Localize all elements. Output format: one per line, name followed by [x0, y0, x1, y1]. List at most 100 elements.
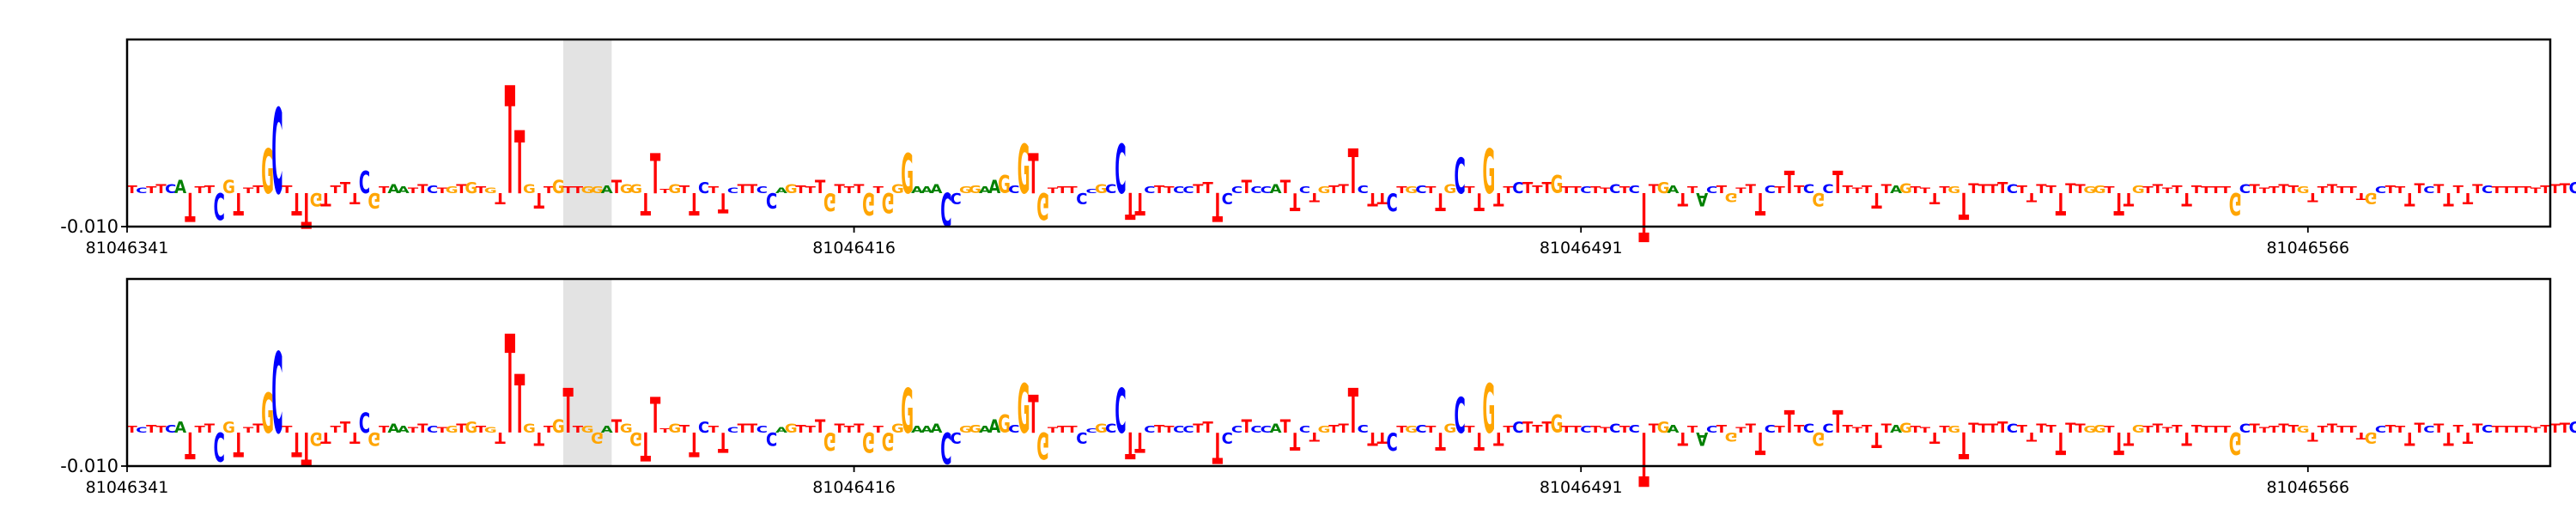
logo-letter-T: T: [2017, 183, 2028, 196]
logo-letter-G: G: [668, 421, 681, 436]
logo-letter-T: T: [243, 186, 254, 195]
logo-letter-C: C: [1822, 182, 1833, 197]
logo-letter-T: T: [2560, 181, 2571, 197]
logo-letter-T: T: [1988, 182, 1999, 197]
logo-letter-T: T: [234, 185, 245, 221]
logo-letter-T: T: [1193, 421, 1204, 436]
logo-letter-C: C: [1822, 421, 1833, 436]
logo-letter-G: G: [261, 136, 274, 209]
logo-letter-G: G: [785, 182, 798, 197]
logo-letter-T: T: [1862, 422, 1873, 435]
logo-letter-T: T: [534, 427, 545, 449]
logo-letter-T: T: [2269, 185, 2280, 196]
logo-letter-C: C: [1609, 182, 1620, 197]
logo-letter-T: T: [1832, 165, 1844, 201]
logo-letter-T: T: [689, 423, 699, 462]
logo-letter-G: G: [891, 182, 904, 197]
logo-letter-C: C: [1454, 388, 1465, 445]
logo-letter-A: A: [601, 424, 614, 435]
logo-letter-G: G: [484, 186, 497, 195]
logo-letter-T: T: [1997, 419, 2008, 437]
logo-letter-T: T: [2046, 422, 2057, 435]
logo-letter-T: T: [1920, 186, 1931, 195]
logo-letter-C: C: [1173, 185, 1184, 196]
logo-letter-T: T: [2549, 421, 2561, 436]
logo-letter-T: T: [349, 428, 361, 446]
logo-letter-T: T: [738, 421, 749, 436]
logo-letter-T: T: [2123, 188, 2135, 209]
logo-letter-T: T: [1493, 427, 1504, 449]
logo-letter-T: T: [1755, 425, 1766, 461]
logo-letter-T: T: [2056, 185, 2067, 221]
logo-letter-T: T: [1290, 187, 1301, 216]
logo-letter-T: T: [126, 183, 137, 196]
logo-letter-C: C: [940, 422, 951, 473]
logo-letter-T: T: [1871, 427, 1881, 451]
logo-letter-T: T: [795, 183, 806, 196]
logo-letter-T: T: [2530, 426, 2542, 434]
logo-letter-T: T: [2346, 185, 2357, 196]
logo-letter-T: T: [1396, 424, 1407, 435]
logo-letter-G: G: [523, 182, 536, 197]
logo-letter-T: T: [320, 428, 331, 446]
ytick-label: -0.010: [60, 216, 118, 237]
logo-letter-G: G: [581, 424, 594, 435]
logo-letter-T: T: [2327, 182, 2338, 197]
xtick-label: 81046341: [86, 478, 169, 497]
logo-letter-T: T: [1910, 424, 1921, 435]
logo-letter-T: T: [2327, 421, 2338, 436]
logo-letter-T: T: [1590, 185, 1601, 196]
logo-letter-C: C: [1231, 424, 1242, 435]
logo-letter-T: T: [301, 421, 313, 474]
logo-letter-T: T: [2540, 422, 2551, 435]
logo-letter-G: G: [368, 187, 380, 212]
logo-letter-T: T: [659, 187, 671, 194]
logo-letter-T: T: [1154, 422, 1165, 435]
logo-letter-C: C: [165, 422, 176, 435]
plot-frame: [125, 38, 2552, 228]
logo-letter-T: T: [1959, 423, 1970, 467]
logo-letter-C: C: [1086, 427, 1097, 433]
logo-letter-T: T: [1649, 421, 1660, 436]
logo-letter-T: T: [379, 185, 390, 196]
logo-letter-T: T: [2404, 427, 2415, 449]
logo-letter-A: A: [920, 185, 933, 196]
logo-letter-G: G: [1318, 424, 1331, 435]
logo-letter-T: T: [1522, 179, 1534, 197]
logo-letter-G: G: [1725, 429, 1738, 444]
logo-letter-G: G: [2365, 428, 2378, 446]
logo-letter-T: T: [873, 424, 884, 435]
logo-letter-G: G: [620, 182, 633, 197]
logo-letter-T: T: [234, 423, 244, 462]
logo-letter-T: T: [2075, 421, 2086, 436]
logo-letter-A: A: [398, 185, 410, 196]
x-axis: 81046341 81046416 81046491 81046566: [86, 227, 2349, 258]
logo-letter-G: G: [959, 424, 972, 435]
logo-letter-T: T: [2307, 190, 2318, 204]
logo-letter-G: G: [2083, 185, 2096, 196]
logo-letter-T: T: [650, 142, 661, 207]
logo-letter-C: C: [1008, 422, 1019, 435]
logo-letter-G: G: [862, 425, 875, 457]
logo-letter-G: G: [222, 419, 235, 437]
logo-letter-T: T: [1600, 426, 1611, 434]
logo-letter-T: T: [1290, 427, 1301, 456]
logo-letter-T: T: [844, 424, 855, 435]
logo-letter-T: T: [1328, 183, 1340, 196]
logo-letter-C: C: [214, 184, 225, 227]
logo-letter-T: T: [2395, 185, 2406, 196]
logo-letter-C: C: [698, 179, 709, 197]
logo-letter-A: A: [988, 176, 1001, 197]
logo-letter-T: T: [204, 421, 216, 436]
logo-letter-T: T: [320, 188, 331, 209]
logo-letter-T: T: [194, 185, 205, 196]
logo-letter-T: T: [2501, 424, 2512, 435]
logo-letter-T: T: [1852, 186, 1863, 195]
logo-letter-T: T: [562, 185, 574, 196]
logo-letter-T: T: [1280, 176, 1291, 197]
logo-letter-G: G: [1899, 181, 1912, 197]
logo-letter-T: T: [1842, 183, 1853, 196]
logo-letter-T: T: [2414, 421, 2425, 437]
logo-letter-C: C: [2423, 185, 2434, 196]
logo-letter-T: T: [2278, 421, 2289, 436]
